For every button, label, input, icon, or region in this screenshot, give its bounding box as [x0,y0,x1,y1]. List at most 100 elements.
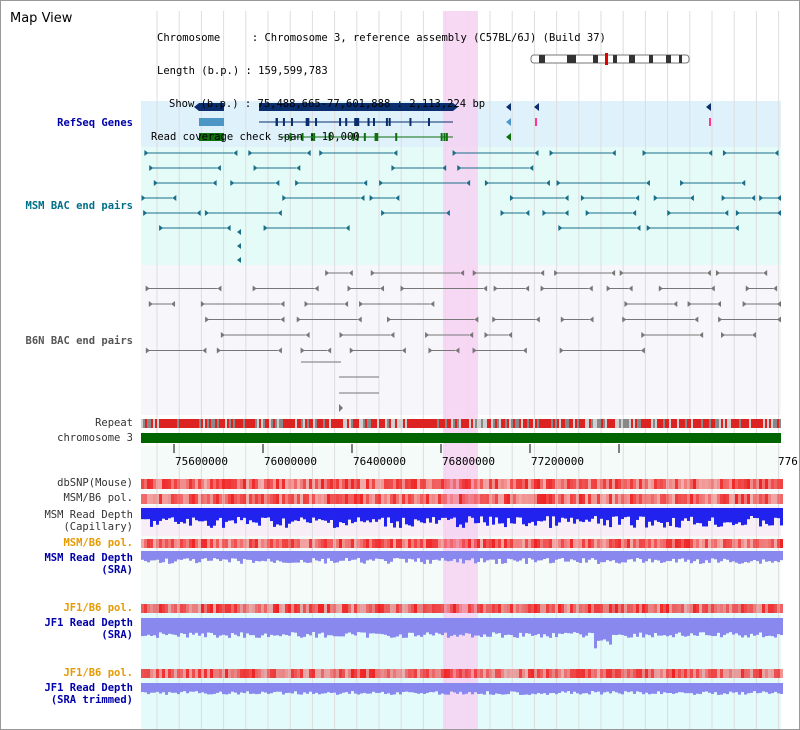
pol-stripe [498,479,501,489]
pol-stripe [378,494,381,504]
depth-bar [291,618,294,633]
bac-end [442,165,447,171]
track-label-jf1-depth-sra[interactable]: JF1 Read Depth [44,617,133,629]
depth-bar [621,551,624,563]
track-label-jf1-depth-trimmed[interactable]: JF1 Read Depth [44,682,133,694]
bac-end [589,316,594,323]
pol-stripe [219,669,222,678]
pol-stripe [480,539,483,548]
pol-stripe [471,539,474,548]
pol-stripe [423,479,426,489]
bac-end [149,165,154,171]
pol-stripe [381,479,384,489]
pol-stripe [303,479,306,489]
pol-stripe [657,539,660,548]
bac-end [741,180,746,186]
depth-bar [195,551,198,564]
pol-stripe [240,539,243,548]
pol-stripe [381,669,384,678]
pol-stripe [285,669,288,678]
track-label-msm-bac[interactable]: MSM BAC end pairs [25,200,133,212]
depth-bar [480,508,483,517]
repeat-segment [267,419,269,428]
pol-stripe [156,604,159,613]
pol-stripe [438,479,441,489]
pol-stripe [171,479,174,489]
bac-end [171,301,176,307]
gene-block [199,103,224,111]
pol-stripe [333,669,336,678]
depth-bar [654,508,657,521]
repeat-segment [401,419,403,428]
pol-stripe [552,604,555,613]
repeat-segment [623,419,625,428]
depth-bar [282,508,285,519]
repeat-segment [537,419,539,428]
depth-bar [282,618,285,635]
track-label-msm-b6-pol-2[interactable]: MSM/B6 pol. [63,537,133,549]
pol-stripe [318,494,321,504]
track-label-msm-b6-pol-1[interactable]: MSM/B6 pol. [63,492,133,504]
pol-stripe [195,539,198,548]
depth-bar [666,508,669,523]
repeat-segment [687,419,689,428]
depth-bar [573,618,576,633]
depth-bar [276,683,279,692]
bac-end [148,301,153,307]
repeat-segment [239,419,241,428]
depth-bar [456,618,459,637]
pol-stripe [405,494,408,504]
bac-end [564,210,569,216]
track-label-repeat[interactable]: Repeat [95,417,133,429]
pol-stripe [453,479,456,489]
depth-bar [627,618,630,638]
track-label-jf1-b6-pol-1[interactable]: JF1/B6 pol. [63,602,133,614]
pol-stripe [516,479,519,489]
depth-bar [156,508,159,525]
pol-stripe [426,539,429,548]
bac-end [141,195,146,201]
pol-stripe [216,604,219,613]
pol-stripe [687,494,690,504]
pol-stripe [360,494,363,504]
pol-stripe [252,479,255,489]
track-label-dbsnp[interactable]: dbSNP(Mouse) [57,477,133,489]
repeat-segment [337,419,339,428]
pol-stripe [690,494,693,504]
depth-bar [192,508,195,518]
repeat-segment [545,419,547,428]
pol-stripe [372,494,375,504]
pol-stripe [288,479,291,489]
pol-stripe [390,479,393,489]
pol-stripe [339,539,342,548]
pol-stripe [279,604,282,613]
depth-bar [669,551,672,562]
track-label-msm-depth-capillary[interactable]: MSM Read Depth [44,509,133,521]
repeat-segment [747,419,749,428]
depth-bar [753,551,756,561]
pol-stripe [294,479,297,489]
pol-stripe [177,604,180,613]
repeat-segment [607,419,609,428]
track-label-jf1-b6-pol-2[interactable]: JF1/B6 pol. [63,667,133,679]
track-label-chromosome[interactable]: chromosome 3 [57,432,133,444]
pol-stripe [540,669,543,678]
track-label-refseq-genes[interactable]: RefSeq Genes [57,117,133,129]
depth-bar [372,551,375,561]
pol-stripe [483,669,486,678]
pol-stripe [243,604,246,613]
pol-stripe [324,539,327,548]
repeat-segment [205,419,207,428]
repeat-segment [731,419,733,428]
pol-stripe [639,669,642,678]
repeat-segment [723,419,725,428]
depth-bar [573,551,576,561]
depth-bar [336,551,339,563]
depth-bar [669,508,672,526]
depth-bar [411,508,414,527]
track-label-b6n-bac[interactable]: B6N BAC end pairs [25,335,133,347]
bac-end [300,347,305,354]
depth-bar [315,618,318,638]
track-label-msm-depth-sra[interactable]: MSM Read Depth [44,552,133,564]
pol-stripe [459,539,462,548]
